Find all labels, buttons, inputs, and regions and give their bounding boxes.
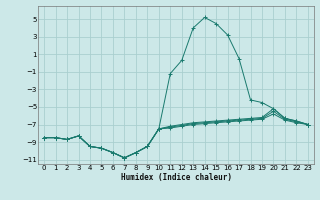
X-axis label: Humidex (Indice chaleur): Humidex (Indice chaleur) (121, 173, 231, 182)
